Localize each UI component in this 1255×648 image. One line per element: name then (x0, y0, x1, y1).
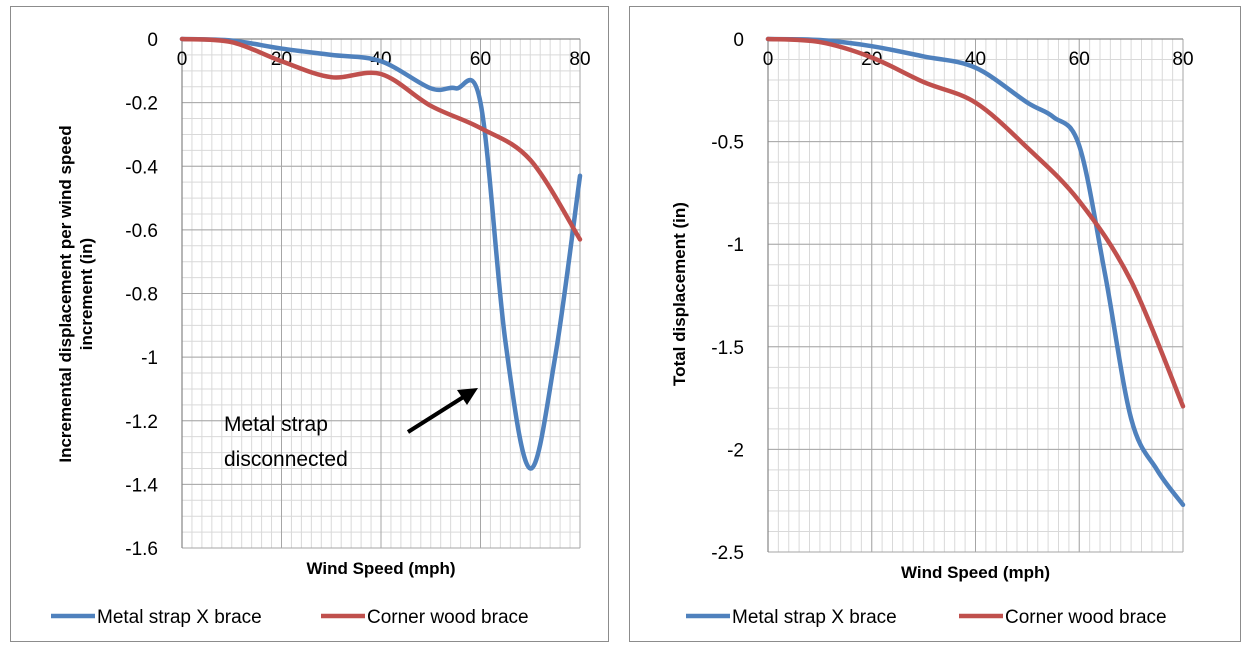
x-tick-label: 80 (569, 49, 590, 70)
y-tick-label: -0.8 (125, 285, 158, 306)
y-tick-label: -2 (727, 440, 744, 461)
legend: Metal strap X brace Corner wood brace (51, 607, 529, 628)
legend-label: Corner wood brace (367, 607, 529, 628)
y-tick-label: -1.6 (125, 539, 158, 560)
annotation-metal-strap: Metal strap disconnected (224, 388, 478, 471)
x-axis-title: Wind Speed (mph) (901, 563, 1050, 582)
chart-panel-incremental: 0 -0.2 -0.4 -0.6 -0.8 -1 -1.2 -1.4 -1.6 0 20 40 60 80… (10, 6, 609, 642)
legend-label: Corner wood brace (1005, 607, 1167, 628)
y-tick-label: -0.6 (125, 221, 158, 242)
y-tick-label: 0 (147, 30, 158, 51)
y-tick-label: -1.5 (711, 338, 744, 359)
x-tick-label: 0 (177, 49, 188, 70)
x-tick-label: 60 (470, 49, 491, 70)
chart-panel-total: 0 -0.5 -1 -1.5 -2 -2.5 0 20 40 60 80 Wind Speed (mp… (629, 6, 1241, 642)
y-tick-label: -0.2 (125, 94, 158, 115)
y-axis-title: Incremental displacement per wind speed (56, 125, 75, 462)
x-tick-label: 60 (1069, 49, 1090, 70)
y-axis-title: Total displacement (in) (670, 202, 689, 386)
y-axis-title: increment (in) (77, 238, 96, 350)
series-line (765, 36, 1186, 508)
y-tick-label: -1.4 (125, 475, 158, 496)
incremental-displacement-chart: 0-0.2-0.4-0.6-0.8-1-1.2-1.4-1.60 20 40 60 80… (51, 30, 591, 628)
annotation-text: Metal strap (224, 413, 328, 436)
x-axis-title: Wind Speed (mph) (306, 559, 455, 578)
annotation-text: disconnected (224, 448, 348, 471)
annotation-arrow-shaft (406, 394, 467, 434)
series-line (765, 36, 1186, 409)
x-tick-label: 0 (763, 49, 774, 70)
series-line (179, 36, 583, 471)
y-tick-label: -0.4 (125, 157, 158, 178)
y-tick-label: -1 (727, 235, 744, 256)
y-tick-label: -0.5 (711, 133, 744, 154)
y-tick-label: 0 (733, 30, 744, 51)
annotation-arrow-head (457, 388, 478, 405)
x-tick-label: 80 (1172, 49, 1193, 70)
y-tick-label: -1 (141, 348, 158, 369)
legend-label: Metal strap X brace (732, 607, 897, 628)
legend: Metal strap X brace Corner wood brace (686, 607, 1167, 628)
y-tick-label: -2.5 (711, 543, 744, 564)
y-tick-label: -1.2 (125, 412, 158, 433)
series-line (179, 36, 583, 242)
legend-label: Metal strap X brace (97, 607, 262, 628)
